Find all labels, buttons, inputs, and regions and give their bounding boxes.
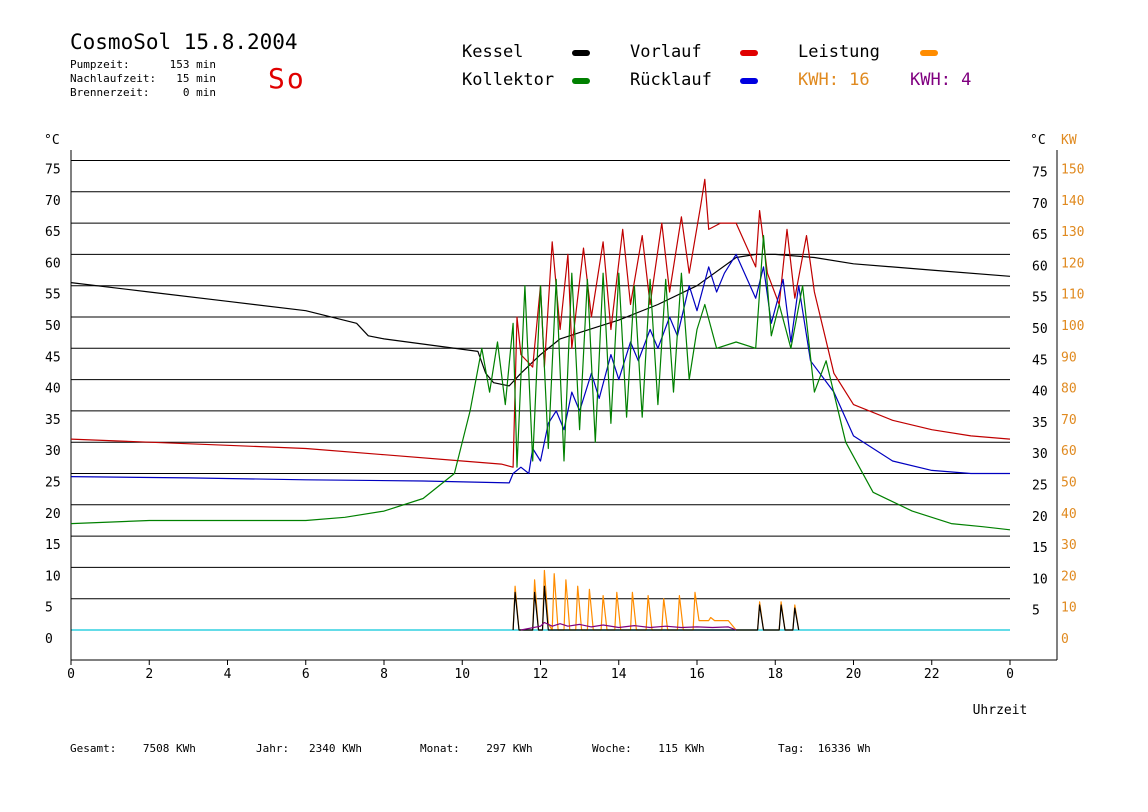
- x-tick-label: 20: [846, 667, 862, 682]
- kwh-total-orange: KWH: 16: [798, 70, 870, 90]
- x-tick-label: 2: [145, 667, 153, 682]
- y-tick-label-left: 60: [45, 256, 61, 271]
- series-line-kessel: [70, 253, 1011, 387]
- legend-kollektor-swatch: [572, 78, 590, 84]
- y-tick-label-kw: 0: [1061, 632, 1069, 647]
- legend-ruecklauf: Rücklauf: [630, 70, 712, 90]
- y-tick-label-kw: 140: [1061, 194, 1084, 209]
- stat-label: Pumpzeit:: [70, 58, 130, 71]
- stat-label: Nachlaufzeit:: [70, 72, 157, 85]
- stat-label: Brennerzeit:: [70, 86, 150, 99]
- y-tick-label-right: 25: [1032, 479, 1048, 494]
- footer-week: Woche: 115 KWh: [592, 742, 705, 755]
- y-tick-label-left: 75: [45, 163, 61, 178]
- y-tick-label-kw: 40: [1061, 507, 1077, 522]
- x-tick-label: 10: [454, 667, 470, 682]
- y-axis-left-label: °C: [44, 133, 60, 148]
- footer-year: Jahr: 2340 KWh: [256, 742, 362, 755]
- y-tick-label-kw: 70: [1061, 413, 1077, 428]
- y-tick-label-left: 45: [45, 350, 61, 365]
- y-tick-label-left: 20: [45, 507, 61, 522]
- x-tick-label: 4: [224, 667, 232, 682]
- kwh-total-purple: KWH: 4: [910, 70, 972, 90]
- x-tick-label: 18: [767, 667, 783, 682]
- y-tick-label-left: 15: [45, 538, 61, 553]
- y-tick-label-right: 70: [1032, 197, 1048, 212]
- x-tick-label: 12: [533, 667, 549, 682]
- footer-day: Tag: 16336 Wh: [778, 742, 871, 755]
- y-tick-label-right: 20: [1032, 510, 1048, 525]
- y-tick-label-right: 75: [1032, 166, 1048, 181]
- y-tick-label-right: 60: [1032, 259, 1048, 274]
- x-tick-label: 0: [67, 667, 75, 682]
- y-tick-label-kw: 90: [1061, 350, 1077, 365]
- series-line-kwh-purple: [520, 621, 737, 631]
- y-tick-label-left: 65: [45, 225, 61, 240]
- y-tick-label-kw: 110: [1061, 288, 1084, 303]
- legend-leistung-swatch: [920, 50, 938, 56]
- series-line-leistung: [512, 569, 800, 631]
- y-tick-label-kw: 100: [1061, 319, 1084, 334]
- pump-time-stat: Pumpzeit: 153 min: [70, 58, 216, 71]
- y-tick-label-left: 30: [45, 444, 61, 459]
- x-tick-label: 0: [1006, 667, 1014, 682]
- chart-title: CosmoSol 15.8.2004: [70, 30, 298, 54]
- x-tick-label: 14: [611, 667, 627, 682]
- y-tick-label-kw: 30: [1061, 538, 1077, 553]
- series-line-kessel-kw: [512, 585, 800, 631]
- y-tick-label-right: 35: [1032, 416, 1048, 431]
- x-tick-label: 8: [380, 667, 388, 682]
- y-tick-label-left: 10: [45, 569, 61, 584]
- y-tick-label-left: 0: [45, 632, 53, 647]
- y-tick-label-left: 25: [45, 476, 61, 491]
- y-tick-label-left: 50: [45, 319, 61, 334]
- x-axis-title: Uhrzeit: [973, 703, 1028, 718]
- legend-vorlauf: Vorlauf: [630, 42, 702, 62]
- legend-ruecklauf-swatch: [740, 78, 758, 84]
- weekday-label: So: [268, 62, 306, 95]
- stat-value: 0 min: [182, 86, 216, 99]
- y-axis-kw-label: KW: [1061, 133, 1077, 148]
- legend-leistung: Leistung: [798, 42, 880, 62]
- y-tick-label-kw: 150: [1061, 163, 1084, 178]
- footer-total: Gesamt: 7508 KWh: [70, 742, 196, 755]
- x-tick-label: 22: [924, 667, 940, 682]
- y-tick-label-right: 50: [1032, 322, 1048, 337]
- x-tick-label: 6: [302, 667, 310, 682]
- y-tick-label-left: 5: [45, 601, 53, 616]
- y-tick-label-left: 35: [45, 413, 61, 428]
- y-tick-label-left: 40: [45, 382, 61, 397]
- y-tick-label-kw: 120: [1061, 256, 1084, 271]
- y-tick-label-right: 45: [1032, 353, 1048, 368]
- series-line-vorlauf: [70, 178, 1011, 468]
- legend-kessel-swatch: [572, 50, 590, 56]
- overrun-time-stat: Nachlaufzeit: 15 min: [70, 72, 216, 85]
- y-axis-right-label: °C: [1030, 133, 1046, 148]
- series-line-kollektor: [70, 235, 1011, 531]
- y-tick-label-right: 40: [1032, 385, 1048, 400]
- y-tick-label-kw: 50: [1061, 476, 1077, 491]
- legend-kollektor: Kollektor: [462, 70, 555, 90]
- y-tick-label-right: 5: [1032, 604, 1040, 619]
- y-tick-label-kw: 10: [1061, 601, 1077, 616]
- stat-value: 15 min: [176, 72, 216, 85]
- y-tick-label-right: 10: [1032, 572, 1048, 587]
- x-tick-label: 16: [689, 667, 705, 682]
- y-tick-label-kw: 20: [1061, 569, 1077, 584]
- y-tick-label-right: 65: [1032, 228, 1048, 243]
- y-tick-label-right: 55: [1032, 291, 1048, 306]
- burner-time-stat: Brennerzeit: 0 min: [70, 86, 216, 99]
- legend-vorlauf-swatch: [740, 50, 758, 56]
- stat-value: 153 min: [169, 58, 216, 71]
- y-tick-label-right: 30: [1032, 447, 1048, 462]
- y-tick-label-right: 15: [1032, 541, 1048, 556]
- footer-month: Monat: 297 KWh: [420, 742, 533, 755]
- y-tick-label-kw: 130: [1061, 225, 1084, 240]
- y-tick-label-kw: 60: [1061, 444, 1077, 459]
- y-tick-label-left: 70: [45, 194, 61, 209]
- y-tick-label-kw: 80: [1061, 382, 1077, 397]
- legend-kessel: Kessel: [462, 42, 524, 62]
- y-tick-label-left: 55: [45, 288, 61, 303]
